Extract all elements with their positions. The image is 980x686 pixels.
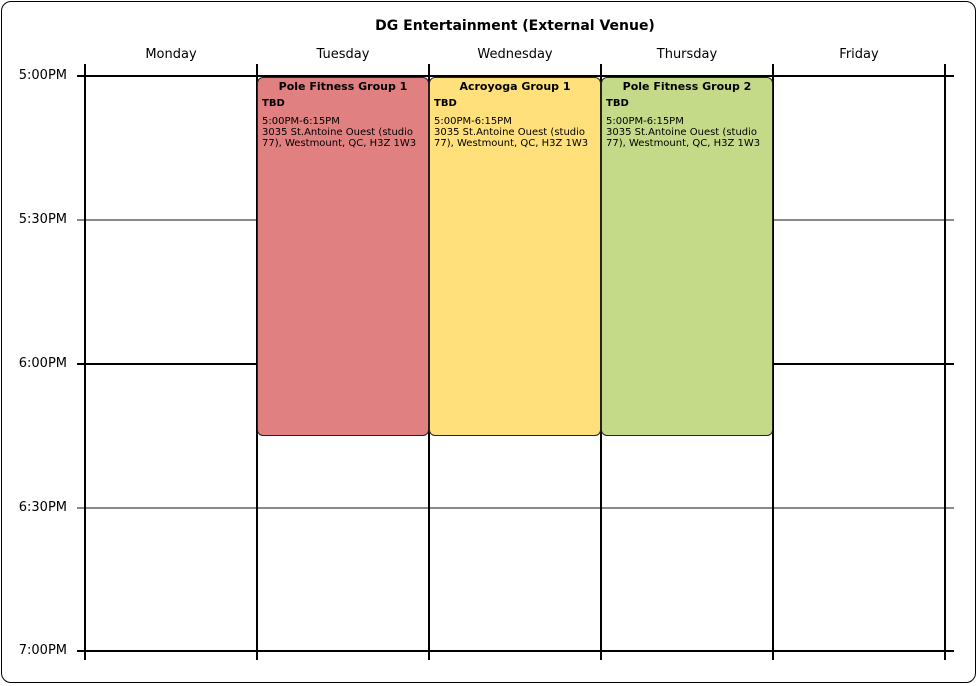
column-divider [944, 64, 946, 660]
time-label-6-00pm: 6:00PM [18, 356, 67, 371]
event-card-pole-fitness-group-2[interactable]: Pole Fitness Group 2 TBD 5:00PM-6:15PM 3… [601, 77, 773, 436]
schedule-title: DG Entertainment (External Venue) [375, 18, 655, 34]
gridline-7-00pm [77, 650, 954, 652]
event-card-pole-fitness-group-1[interactable]: Pole Fitness Group 1 TBD 5:00PM-6:15PM 3… [257, 77, 429, 436]
day-header-monday: Monday [145, 47, 197, 62]
day-header-friday: Friday [839, 47, 879, 62]
time-label-6-30pm: 6:30PM [18, 500, 67, 515]
event-instructor: TBD [262, 98, 285, 109]
column-divider [84, 64, 86, 660]
event-time: 5:00PM-6:15PM [262, 116, 340, 127]
event-time: 5:00PM-6:15PM [606, 116, 684, 127]
day-header-tuesday: Tuesday [316, 47, 370, 62]
day-header-wednesday: Wednesday [477, 47, 553, 62]
time-label-7-00pm: 7:00PM [18, 643, 67, 658]
event-title: Acroyoga Group 1 [459, 80, 571, 93]
event-location: 3035 St.Antoine Ouest (studio 77), Westm… [262, 127, 417, 149]
column-divider [772, 64, 774, 660]
event-instructor: TBD [434, 98, 457, 109]
event-card-acroyoga-group-1[interactable]: Acroyoga Group 1 TBD 5:00PM-6:15PM 3035 … [429, 77, 601, 436]
time-label-5-00pm: 5:00PM [18, 68, 67, 83]
event-time: 5:00PM-6:15PM [434, 116, 512, 127]
gridline-6-30pm [77, 507, 954, 509]
day-header-thursday: Thursday [656, 47, 718, 62]
time-label-5-30pm: 5:30PM [18, 212, 67, 227]
event-location: 3035 St.Antoine Ouest (studio 77), Westm… [434, 127, 589, 149]
event-title: Pole Fitness Group 1 [278, 80, 408, 93]
gridline-5-00pm [77, 75, 954, 77]
event-title: Pole Fitness Group 2 [622, 80, 752, 93]
event-location: 3035 St.Antoine Ouest (studio 77), Westm… [606, 127, 761, 149]
event-instructor: TBD [606, 98, 629, 109]
